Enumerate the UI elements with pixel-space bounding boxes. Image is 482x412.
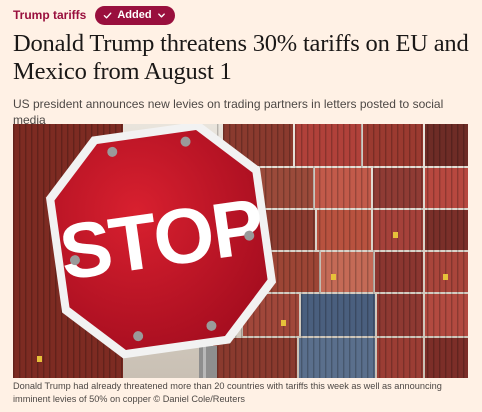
sign-post xyxy=(199,346,217,378)
stop-sign: STOP xyxy=(45,124,277,359)
container-stacks xyxy=(13,124,468,378)
hero-image: STOP xyxy=(13,124,468,378)
check-icon xyxy=(103,11,112,20)
added-follow-button[interactable]: Added xyxy=(95,5,175,25)
topic-link[interactable]: Trump tariffs xyxy=(13,8,87,22)
article-headline[interactable]: Donald Trump threatens 30% tariffs on EU… xyxy=(13,30,469,85)
article-standfirst: US president announces new levies on tra… xyxy=(13,97,444,127)
stop-sign-containers-photo: STOP xyxy=(13,124,468,378)
image-caption: Donald Trump had already threatened more… xyxy=(13,381,442,404)
chevron-down-icon xyxy=(157,11,166,20)
added-label: Added xyxy=(117,9,152,21)
topic-row: Trump tariffs Added xyxy=(13,5,175,25)
